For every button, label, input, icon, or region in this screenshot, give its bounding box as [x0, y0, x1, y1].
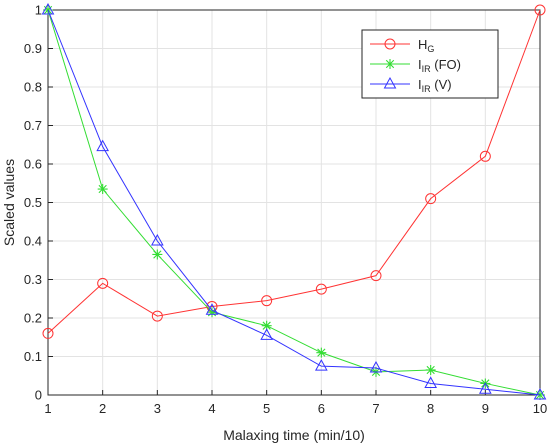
data-point-i-ir-fo — [152, 249, 163, 260]
x-tick-label: 10 — [533, 401, 547, 416]
legend-label-i-ir-fo: IIR (FO) — [418, 57, 461, 74]
legend-item-i-ir-fo: IIR (FO) — [370, 57, 461, 74]
y-tick-label: 0.7 — [24, 118, 42, 133]
data-point-h-g — [534, 4, 546, 16]
data-point-h-g — [315, 283, 327, 295]
y-axis-label: Scaled values — [1, 159, 17, 246]
legend-label-subscript: IR — [422, 84, 432, 94]
data-point-i-ir-v — [533, 387, 547, 400]
legend-marker-h-g — [384, 38, 396, 50]
legend-label-h-g: HG — [418, 37, 434, 54]
legend-label-subscript: G — [427, 44, 434, 54]
data-point-i-ir-v — [260, 328, 274, 340]
x-tick-label: 6 — [318, 401, 325, 416]
data-point-i-ir-v — [369, 361, 383, 373]
data-point-i-ir-v — [150, 233, 164, 246]
y-tick-label: 0.8 — [24, 80, 42, 95]
legend-label-i-ir-v: IIR (V) — [418, 77, 452, 94]
data-point-i-ir-fo — [261, 320, 272, 331]
legend-item-h-g: HG — [370, 37, 434, 54]
legend-item-i-ir-v: IIR (V) — [370, 76, 452, 94]
data-point-h-g — [97, 277, 109, 289]
data-point-i-ir-v — [478, 382, 492, 394]
data-point-i-ir-v — [424, 376, 438, 388]
legend-label-main: I — [418, 57, 422, 72]
y-tick-label: 0.3 — [24, 272, 42, 287]
data-point-i-ir-v — [314, 359, 328, 371]
legend-label-suffix: (V) — [431, 77, 452, 92]
series-i-ir-v — [41, 2, 547, 400]
x-tick-label: 8 — [427, 401, 434, 416]
data-point-i-ir-v — [205, 303, 219, 315]
y-tick-label: 0 — [35, 388, 42, 403]
x-axis-label: Malaxing time (min/10) — [223, 427, 365, 443]
y-tick-label: 0.4 — [24, 234, 42, 249]
legend-marker-i-ir-v — [383, 76, 397, 89]
data-point-i-ir-v — [96, 139, 110, 152]
axis-ticks: 1 2 3 4 5 6 7 8 9 10 0 0.1 0.2 0.3 0.4 0.5 0.6 0.7 0.8 0.9 1 — [24, 3, 547, 417]
data-point-i-ir-v — [41, 2, 55, 15]
x-tick-label: 3 — [154, 401, 161, 416]
data-point-h-g — [370, 270, 382, 282]
y-tick-label: 0.1 — [24, 349, 42, 364]
legend-label-main: H — [418, 37, 427, 52]
y-tick-label: 0.9 — [24, 41, 42, 56]
data-point-i-ir-fo — [207, 307, 217, 318]
x-tick-label: 2 — [99, 401, 106, 416]
data-point-i-ir-fo — [316, 347, 327, 358]
legend-marker-i-ir-fo — [385, 59, 395, 69]
x-tick-label: 5 — [263, 401, 270, 416]
y-tick-label: 1 — [35, 3, 42, 18]
legend-label-suffix: (FO) — [431, 57, 461, 72]
x-tick-label: 4 — [208, 401, 215, 416]
x-tick-label: 7 — [372, 401, 379, 416]
y-tick-label: 0.6 — [24, 157, 42, 172]
data-point-h-g — [151, 310, 163, 322]
data-point-h-g — [479, 150, 491, 162]
y-tick-label: 0.5 — [24, 195, 42, 210]
series-line-i-ir-v — [47, 9, 541, 396]
x-tick-label: 9 — [482, 401, 489, 416]
series-h-g — [42, 4, 546, 339]
legend-label-main: I — [418, 77, 422, 92]
x-tick-label: 1 — [44, 401, 51, 416]
y-tick-label: 0.2 — [24, 311, 42, 326]
legend-label-subscript: IR — [422, 64, 432, 74]
series-layer — [41, 2, 547, 400]
series-line-i-ir-fo — [47, 9, 541, 396]
data-point-i-ir-fo — [97, 184, 108, 195]
series-line-h-g — [47, 9, 541, 334]
data-point-i-ir-fo — [425, 364, 436, 375]
data-point-h-g — [42, 327, 54, 339]
data-point-h-g — [261, 295, 273, 307]
data-point-h-g — [425, 193, 437, 205]
